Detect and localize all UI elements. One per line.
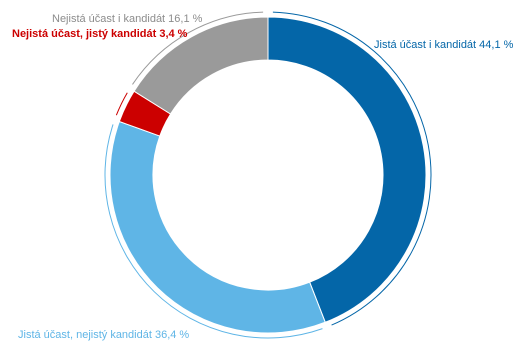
- leader-nejista-ucast-i-kandidat: [132, 11, 264, 85]
- donut-slices: [109, 16, 427, 334]
- label-nejista-ucast-jisty-kandidat: Nejistá účast, jistý kandidát 3,4 %: [12, 28, 188, 40]
- leader-jista-ucast-nejisty-kandidat: [104, 124, 323, 339]
- label-nejista-ucast-i-kandidat: Nejistá účast i kandidát 16,1 %: [52, 13, 203, 25]
- leader-jista-ucast-i-kandidat: [272, 11, 432, 326]
- slice-jista-ucast-nejisty-kandidat: [109, 120, 326, 334]
- slice-nejista-ucast-i-kandidat: [133, 16, 269, 115]
- leader-nejista-ucast-jisty-kandidat: [115, 92, 128, 116]
- slice-jista-ucast-i-kandidat: [267, 16, 427, 323]
- label-jista-ucast-i-kandidat: Jistá účast i kandidát 44,1 %: [374, 39, 514, 51]
- label-jista-ucast-nejisty-kandidat: Jistá účast, nejistý kandidát 36,4 %: [18, 329, 189, 341]
- label-leader-lines: [104, 11, 432, 339]
